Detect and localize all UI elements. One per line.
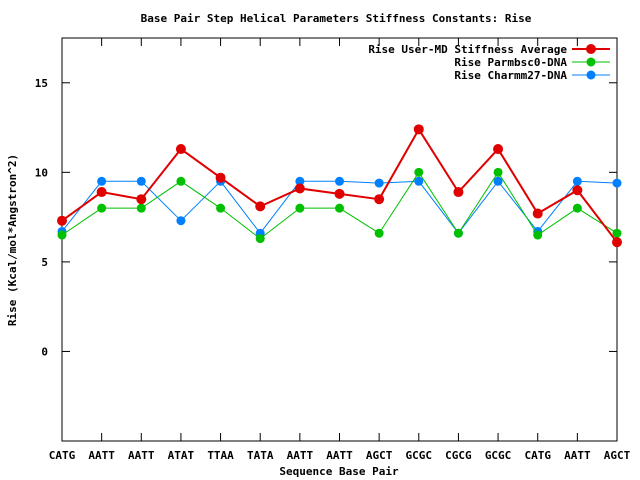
- data-point: [97, 203, 107, 213]
- data-point: [493, 167, 503, 177]
- y-tick-label: 15: [35, 77, 48, 90]
- data-point: [97, 176, 107, 186]
- data-point: [334, 188, 345, 199]
- data-point: [176, 216, 186, 226]
- x-tick-label: AGCT: [366, 449, 393, 462]
- x-tick-label: CATG: [524, 449, 551, 462]
- data-point: [96, 187, 107, 198]
- x-tick-label: AGCT: [604, 449, 631, 462]
- data-point: [374, 228, 384, 238]
- data-point: [572, 176, 582, 186]
- data-point: [215, 172, 226, 183]
- chart-title: Base Pair Step Helical Parameters Stiffn…: [141, 12, 532, 25]
- y-axis: 0 5 10 15: [35, 77, 617, 358]
- x-tick-label: GCGC: [485, 449, 512, 462]
- y-tick-label: 10: [35, 166, 48, 179]
- legend-swatch-marker: [586, 70, 596, 80]
- data-point: [255, 201, 266, 212]
- data-point: [612, 228, 622, 238]
- data-point: [413, 124, 424, 135]
- series-layer: [57, 124, 622, 248]
- data-point: [453, 187, 464, 198]
- x-axis-label: Sequence Base Pair: [279, 465, 399, 478]
- data-point: [374, 178, 384, 188]
- data-point: [493, 144, 504, 155]
- y-axis-label: Rise (Kcal/mol*Angstron^2): [6, 154, 19, 326]
- x-tick-label: CGCG: [445, 449, 472, 462]
- x-tick-label: AATT: [326, 449, 353, 462]
- data-point: [136, 194, 147, 205]
- data-point: [335, 176, 344, 186]
- data-point: [136, 176, 146, 186]
- data-point: [176, 176, 186, 186]
- data-point: [216, 203, 226, 213]
- series-2: [57, 167, 622, 244]
- data-point: [295, 176, 305, 186]
- data-point: [335, 203, 344, 213]
- x-tick-label: CATG: [49, 449, 76, 462]
- data-point: [533, 230, 543, 240]
- legend-swatch-marker: [586, 44, 596, 54]
- data-point: [295, 203, 305, 213]
- y-tick-label: 5: [41, 256, 48, 269]
- legend-label: Rise User-MD Stiffness Average: [368, 43, 567, 56]
- plot-frame: [61, 37, 618, 442]
- x-tick-label: ATAT: [168, 449, 195, 462]
- data-point: [136, 203, 146, 213]
- data-point: [612, 237, 622, 248]
- y-tick-label: 0: [41, 345, 48, 358]
- data-point: [612, 178, 622, 188]
- x-tick-label: AATT: [564, 449, 591, 462]
- x-tick-label: TATA: [247, 449, 274, 462]
- legend-swatch-marker: [586, 57, 596, 67]
- data-point: [175, 144, 186, 155]
- data-point: [294, 183, 305, 194]
- data-point: [572, 185, 583, 196]
- data-point: [57, 230, 67, 240]
- data-point: [532, 208, 543, 219]
- data-point: [255, 234, 265, 244]
- x-tick-label: GCGC: [406, 449, 433, 462]
- series-1: [57, 124, 622, 248]
- data-point: [414, 167, 424, 177]
- x-tick-label: AATT: [287, 449, 314, 462]
- x-tick-label: TTAA: [207, 449, 234, 462]
- x-axis: CATG AATT AATT ATAT TTAA TATA AATT AATT AGCT GCGC…: [49, 38, 631, 462]
- data-point: [374, 194, 385, 205]
- legend-label: Rise Charmm27-DNA: [454, 69, 567, 82]
- data-point: [414, 176, 424, 186]
- data-point: [493, 176, 503, 186]
- x-tick-label: AATT: [88, 449, 115, 462]
- data-point: [453, 228, 463, 238]
- data-point: [572, 203, 582, 213]
- legend-label: Rise Parmbsc0-DNA: [454, 56, 567, 69]
- x-tick-label: AATT: [128, 449, 155, 462]
- data-point: [57, 215, 67, 226]
